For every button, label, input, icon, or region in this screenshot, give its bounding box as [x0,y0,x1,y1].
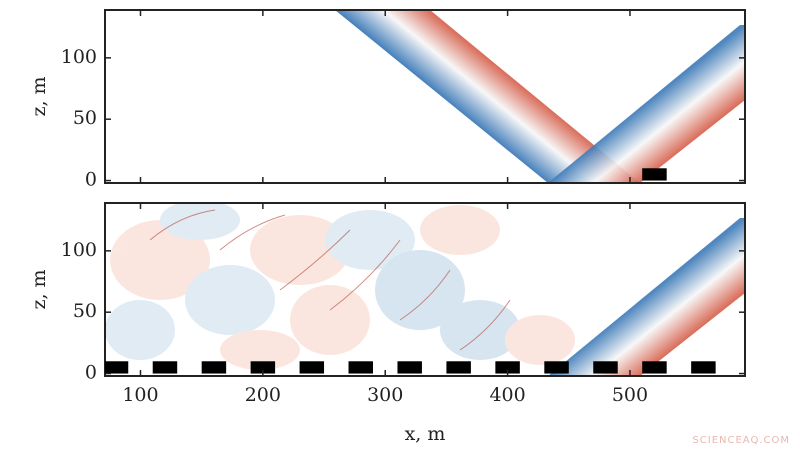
panel-frame [104,9,746,184]
x-tick-label: 100 [122,384,158,406]
y-axis-label: z, m [28,76,50,116]
panel-frame [104,202,746,377]
x-axis-label: x, m [405,423,446,445]
y-tick-label: 0 [85,169,97,191]
obstacle [495,361,520,374]
field-top [335,10,745,183]
obstacle [446,361,471,374]
obstacles [105,361,716,374]
obstacle [201,361,227,374]
x-tick-label: 500 [612,384,648,406]
x-tick-label: 200 [245,384,281,406]
obstacle [642,361,667,374]
obstacle [544,361,569,374]
obstacle [397,361,422,374]
obstacle [691,361,716,374]
watermark: SCIENCEAQ.COM [692,435,790,446]
obstacle [348,361,373,374]
obstacle [250,361,276,374]
y-tick-label: 50 [73,300,97,322]
field-bottom [105,203,745,376]
y-tick-label: 0 [85,362,97,384]
obstacle [299,361,325,374]
obstacle [105,361,129,374]
y-tick-label: 100 [61,239,97,261]
y-tick-label: 100 [61,46,97,68]
y-tick-label: 50 [73,107,97,129]
x-tick-label: 400 [489,384,525,406]
obstacles [642,168,667,181]
y-axis-label: z, m [28,269,50,309]
obstacle [152,361,178,374]
x-tick-label: 300 [367,384,403,406]
obstacle [593,361,618,374]
obstacle [642,168,667,181]
